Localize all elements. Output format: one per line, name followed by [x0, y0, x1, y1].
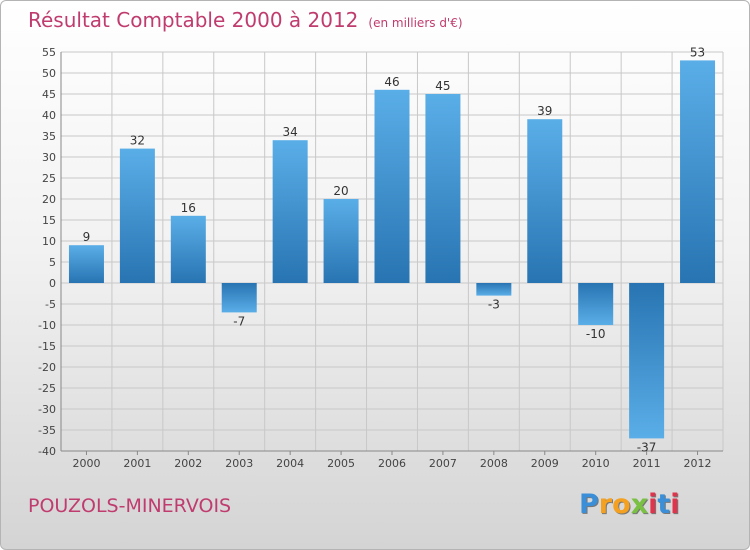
y-tick-labels: 5550454035302520151050-5-10-15-20-25-30-…: [38, 46, 56, 458]
town-name: POUZOLS-MINERVOIS: [28, 495, 232, 517]
x-tick-label: 2011: [633, 457, 661, 470]
data-label: 39: [537, 104, 552, 118]
x-tick-label: 2006: [378, 457, 406, 470]
x-tick-label: 2004: [276, 457, 304, 470]
x-tick-labels: 2000 2001 2002 2003 2004 2005 2006 2007 2008 2009…: [72, 457, 711, 470]
bar-2002: [170, 215, 206, 283]
x-tick-label: 2008: [480, 457, 508, 470]
bar-2011: [629, 283, 665, 439]
chart-title: Résultat Comptable 2000 à 2012 (en millie…: [28, 8, 463, 32]
data-label: 20: [333, 184, 348, 198]
x-tick-label: 2007: [429, 457, 457, 470]
logo-letter: i: [648, 489, 658, 520]
bar-2005: [323, 199, 359, 283]
y-tick-label: 35: [42, 130, 56, 143]
y-tick-label: 45: [42, 88, 56, 101]
y-tick-label: -40: [38, 445, 56, 458]
x-tick-label: 2012: [684, 457, 712, 470]
proxiti-logo: Proxiti: [579, 489, 680, 520]
bar-2004: [272, 140, 308, 283]
x-tick-label: 2010: [582, 457, 610, 470]
logo-letter: o: [612, 489, 631, 520]
bar-2001: [119, 148, 155, 283]
bar-2012: [680, 60, 716, 284]
data-label: 34: [283, 125, 298, 139]
y-tick-label: -20: [38, 361, 56, 374]
x-tick-label: 2001: [123, 457, 151, 470]
data-label: 16: [181, 201, 196, 215]
data-label: -37: [637, 440, 657, 454]
data-label: 45: [435, 79, 450, 93]
x-tick-label: 2000: [72, 457, 100, 470]
axes: [60, 52, 723, 455]
y-tick-label: 50: [42, 67, 56, 80]
chart-unit: (en milliers d'€): [368, 16, 463, 30]
data-label: -3: [488, 298, 500, 312]
data-label: 46: [384, 75, 399, 89]
y-tick-label: -25: [38, 382, 56, 395]
bar-2007: [425, 94, 461, 283]
bar-2008: [476, 283, 512, 296]
bar-2006: [374, 89, 410, 283]
logo-letter: t: [657, 489, 671, 520]
chart-title-text: Résultat Comptable 2000 à 2012: [28, 8, 359, 32]
y-tick-label: 20: [42, 193, 56, 206]
y-tick-label: 25: [42, 172, 56, 185]
y-tick-label: -5: [45, 298, 56, 311]
y-tick-label: 10: [42, 235, 56, 248]
bar-2010: [578, 283, 614, 325]
data-label: 32: [130, 134, 145, 148]
bar-2003: [221, 283, 257, 313]
y-tick-label: 55: [42, 46, 56, 59]
bars: [68, 60, 716, 439]
x-tick-label: 2003: [225, 457, 253, 470]
logo-letter: P: [579, 489, 599, 520]
x-tick-label: 2005: [327, 457, 355, 470]
data-label: 9: [83, 230, 91, 244]
logo-letter: x: [630, 489, 649, 520]
y-tick-label: 0: [49, 277, 56, 290]
y-tick-label: -10: [38, 319, 56, 332]
y-tick-label: -35: [38, 424, 56, 437]
logo-letter: i: [670, 489, 680, 520]
data-label: 53: [690, 45, 705, 59]
y-tick-label: -15: [38, 340, 56, 353]
data-label: -10: [586, 327, 606, 341]
y-tick-label: -30: [38, 403, 56, 416]
y-tick-label: 15: [42, 214, 56, 227]
data-labels: 9 32 16 -7 34 20 46 45 -3 39 -10 -37 53: [83, 45, 706, 454]
y-tick-label: 40: [42, 109, 56, 122]
y-tick-label: 30: [42, 151, 56, 164]
bar-2009: [527, 119, 563, 283]
x-tick-label: 2009: [531, 457, 559, 470]
y-tick-label: 5: [49, 256, 56, 269]
logo-letter: r: [598, 489, 613, 520]
bar-2000: [68, 245, 104, 283]
data-label: -7: [233, 314, 245, 328]
x-tick-label: 2002: [174, 457, 202, 470]
